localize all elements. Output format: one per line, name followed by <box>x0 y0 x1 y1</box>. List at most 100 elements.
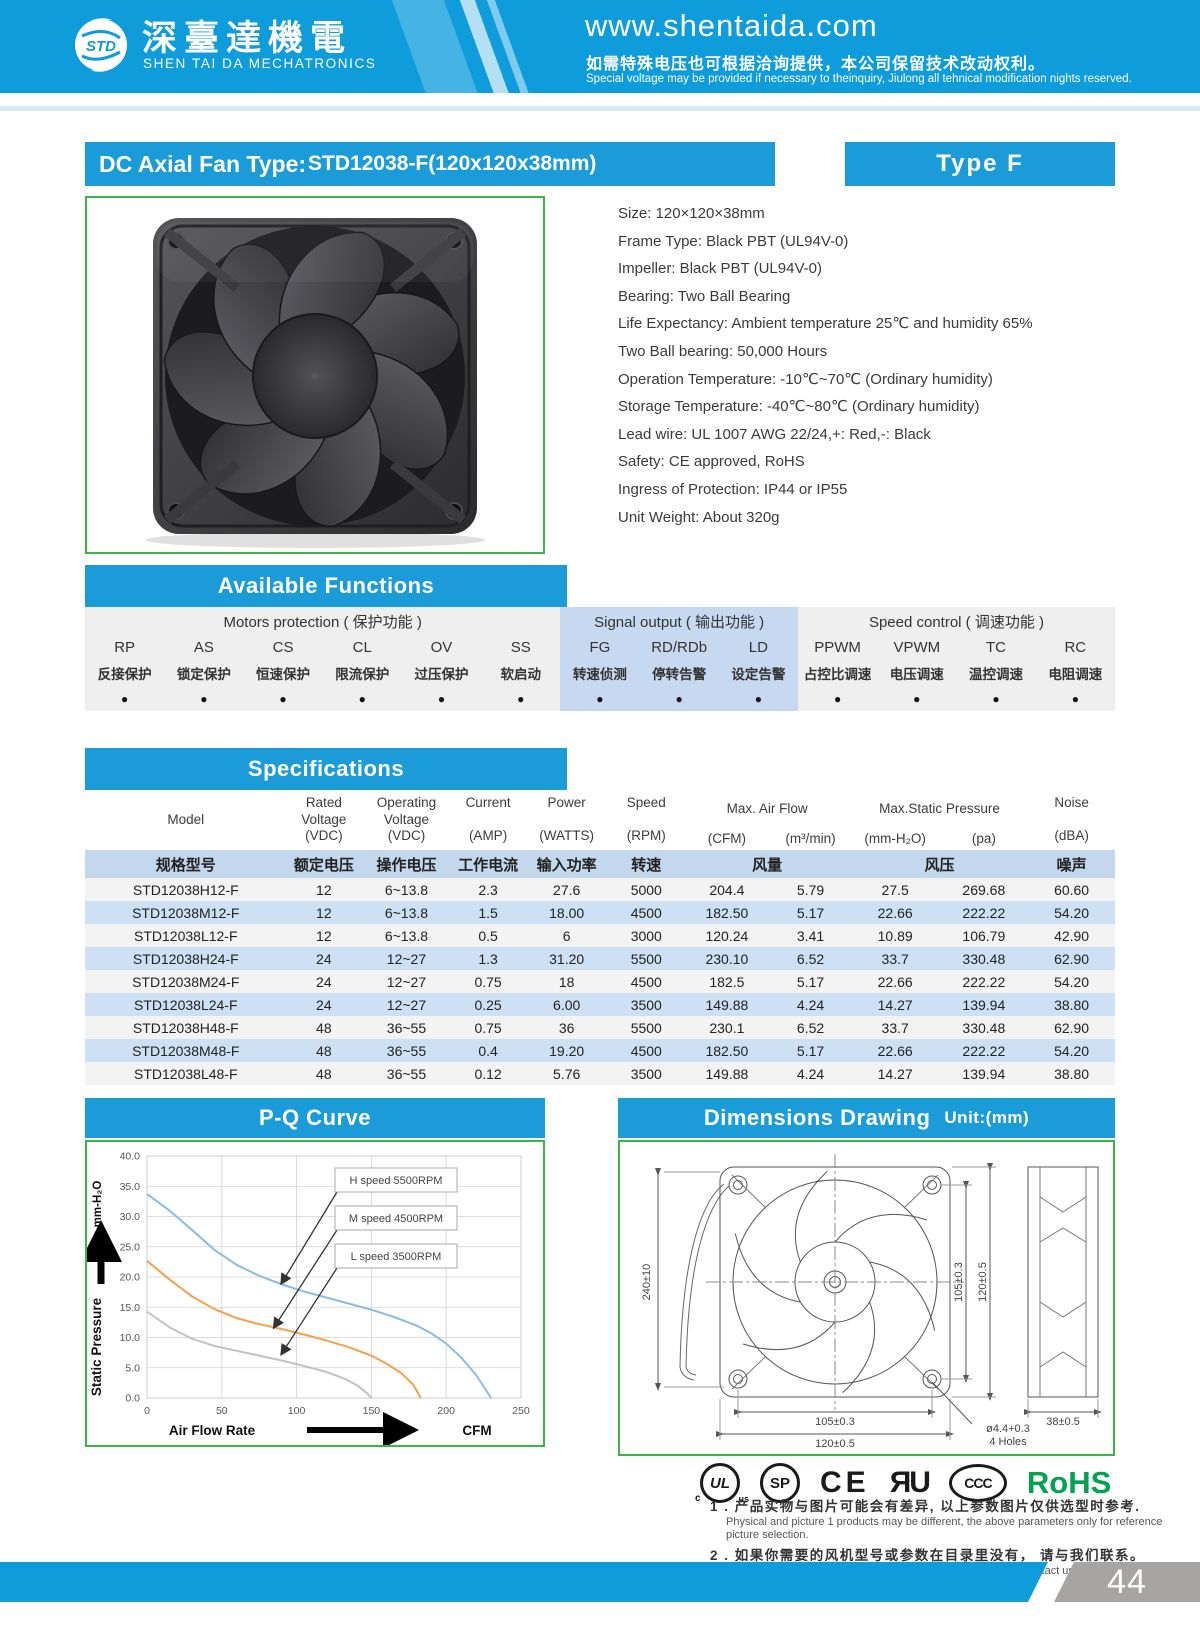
functions-label-row: 反接保护 锁定保护 恒速保护 限流保护 过压保护 软启动 转速侦测 停转告警 设定告警 占控比调速… <box>85 660 1115 686</box>
value-cell: 18.00 <box>549 904 585 921</box>
note-1-en: Physical and picture 1 products may be d… <box>726 1516 1163 1541</box>
ccc-mark-icon: CCC <box>948 1464 1007 1502</box>
value-cell: 48 <box>316 1065 332 1082</box>
col-header-cn-model: 规格型号 <box>85 850 287 878</box>
value-cell: 3500 <box>630 1065 662 1082</box>
value-cell: 4500 <box>630 904 662 921</box>
legend-box <box>334 1167 458 1193</box>
product-spec-line: Frame Type: Black PBT (UL94V-0) <box>618 232 849 250</box>
value-cell: 269.68 <box>962 881 1006 898</box>
ul-mark-icon: UL c us <box>695 1463 749 1504</box>
function-available-dot: ● <box>481 686 561 711</box>
value-cell: 3500 <box>630 996 662 1013</box>
value-cell: 222.22 <box>962 973 1006 990</box>
function-code: TC <box>956 635 1036 660</box>
value-cell: 33.7 <box>881 1019 909 1036</box>
value-cell: 230.1 <box>709 1019 745 1036</box>
function-label-cn: 电压调速 <box>877 660 957 686</box>
dimensions-drawing-frame: 240±10 105±0.3 120±0.5 105±0.3 120±0.5 ø… <box>618 1140 1115 1456</box>
note-2-cn: 2 . 如果你需要的风机型号或参数在目录里没有， 请与我们联系。 <box>710 1548 1146 1563</box>
value-cell: 38.80 <box>1054 996 1090 1013</box>
value-cell: 22.66 <box>877 1042 913 1059</box>
value-cell: 0.4 <box>478 1042 498 1059</box>
value-cell: 230.10 <box>705 950 749 967</box>
value-cell: 27.5 <box>881 881 909 898</box>
table-row: STD12038H12-F 12 6~13.8 2.3 27.6 5000 204.4 5.7… <box>85 878 1115 901</box>
product-spec-line: Storage Temperature: -40℃~80℃ (Ordinary … <box>618 398 980 416</box>
note-1-cn: 1 . 产品实物与图片可能会有差异, 以上参数图片仅供选型时参考. <box>710 1499 1141 1514</box>
specifications-table: Model Rated Voltage (VDC) Operating Volt… <box>85 790 1115 1085</box>
value-cell: 182.5 <box>709 973 745 990</box>
function-available-dot: ● <box>164 686 244 711</box>
product-spec-line: Safety: CE approved, RoHS <box>618 453 805 471</box>
dim-hole-dia: ø4.4+0.3 <box>986 1423 1030 1435</box>
model-cell: STD12038M24-F <box>132 973 240 990</box>
function-available-dot: ● <box>956 686 1036 711</box>
value-cell: 6.52 <box>796 950 825 967</box>
value-cell: 54.20 <box>1054 904 1090 921</box>
value-cell: 42.90 <box>1054 927 1090 944</box>
company-name-cn: 深臺達機電 <box>142 19 353 58</box>
legend-label: L speed 3500RPM <box>351 1251 442 1263</box>
value-cell: 12 <box>316 881 332 898</box>
product-spec-line: Unit Weight: About 320g <box>618 508 780 526</box>
value-cell: 22.66 <box>877 904 913 921</box>
value-cell: 48 <box>316 1019 332 1036</box>
value-cell: 36 <box>558 1019 575 1036</box>
page-number: 44 <box>1107 1562 1147 1601</box>
function-group-title: Motors protection ( 保护功能 ) <box>85 607 561 635</box>
value-cell: 6~13.8 <box>384 927 429 944</box>
function-code: LD <box>718 635 798 660</box>
value-cell: 204.4 <box>709 881 745 898</box>
dim-hole-pitch-h: 105±0.3 <box>815 1416 855 1428</box>
pq-curve-series <box>146 1260 422 1399</box>
section-title-functions: Available Functions <box>85 565 567 607</box>
legend-box <box>334 1243 458 1269</box>
dim-depth: 38±0.5 <box>1046 1416 1080 1428</box>
function-code: RD/RDb <box>639 635 719 660</box>
value-cell: 222.22 <box>962 904 1006 921</box>
function-available-dot: ● <box>797 686 878 711</box>
svg-text:0: 0 <box>144 1405 150 1417</box>
product-spec-line: Life Expectancy: Ambient temperature 25℃… <box>618 315 1033 333</box>
col-header-cn-speed: 转速 <box>608 850 684 878</box>
value-cell: 62.90 <box>1054 950 1090 967</box>
function-group-title: Speed control ( 调速功能 ) <box>797 607 1115 635</box>
function-available-dot: ● <box>85 686 165 711</box>
svg-text:150: 150 <box>363 1405 381 1417</box>
value-cell: 60.60 <box>1054 881 1090 898</box>
value-cell: 222.22 <box>962 1042 1006 1059</box>
function-label-cn: 限流保护 <box>322 660 402 686</box>
col-header-cn-current: 工作电流 <box>451 850 525 878</box>
col-header-cn-power: 输入功率 <box>524 850 609 878</box>
col-header-pressure: Max.Static Pressure <box>879 800 1000 816</box>
function-code: CL <box>322 635 402 660</box>
dim-wire-length: 240±10 <box>641 1264 653 1301</box>
table-row: STD12038H48-F 48 36~55 0.75 36 5500 230.1 6.52 3… <box>85 1016 1115 1039</box>
value-cell: 149.88 <box>705 1065 749 1082</box>
col-header-airflow: Max. Air Flow <box>726 800 808 816</box>
dimensions-title: Dimensions Drawing <box>703 1105 931 1130</box>
value-cell: 24 <box>316 996 332 1013</box>
value-cell: 31.20 <box>549 950 585 967</box>
function-code: VPWM <box>877 635 957 660</box>
col-header-cn-operating: 操作电压 <box>361 850 452 878</box>
value-cell: 5500 <box>630 950 662 967</box>
product-spec-line: Impeller: Black PBT (UL94V-0) <box>618 260 822 278</box>
value-cell: 24 <box>316 973 332 990</box>
function-available-dot: ● <box>639 686 719 711</box>
col-header-noise: Noise (dBA) <box>1054 794 1089 844</box>
function-available-dot: ● <box>718 686 798 711</box>
footer-bar <box>0 1562 1048 1602</box>
model-cell: STD12038H24-F <box>132 950 239 967</box>
svg-text:250: 250 <box>512 1405 530 1417</box>
value-cell: 2.3 <box>478 881 498 898</box>
value-cell: 1.5 <box>478 904 498 921</box>
value-cell: 54.20 <box>1054 1042 1090 1059</box>
value-cell: 5.79 <box>796 881 825 898</box>
col-header-rated-voltage: Rated Voltage (VDC) <box>301 794 347 844</box>
functions-code-row: RP AS CS CL OV SS FG RD/RDb LD PPWM VPWM TC RC <box>85 635 1115 660</box>
value-cell: 5.17 <box>796 973 825 990</box>
legend-label: M speed 4500RPM <box>349 1213 443 1225</box>
legend-label: H speed 5500RPM <box>350 1175 443 1187</box>
